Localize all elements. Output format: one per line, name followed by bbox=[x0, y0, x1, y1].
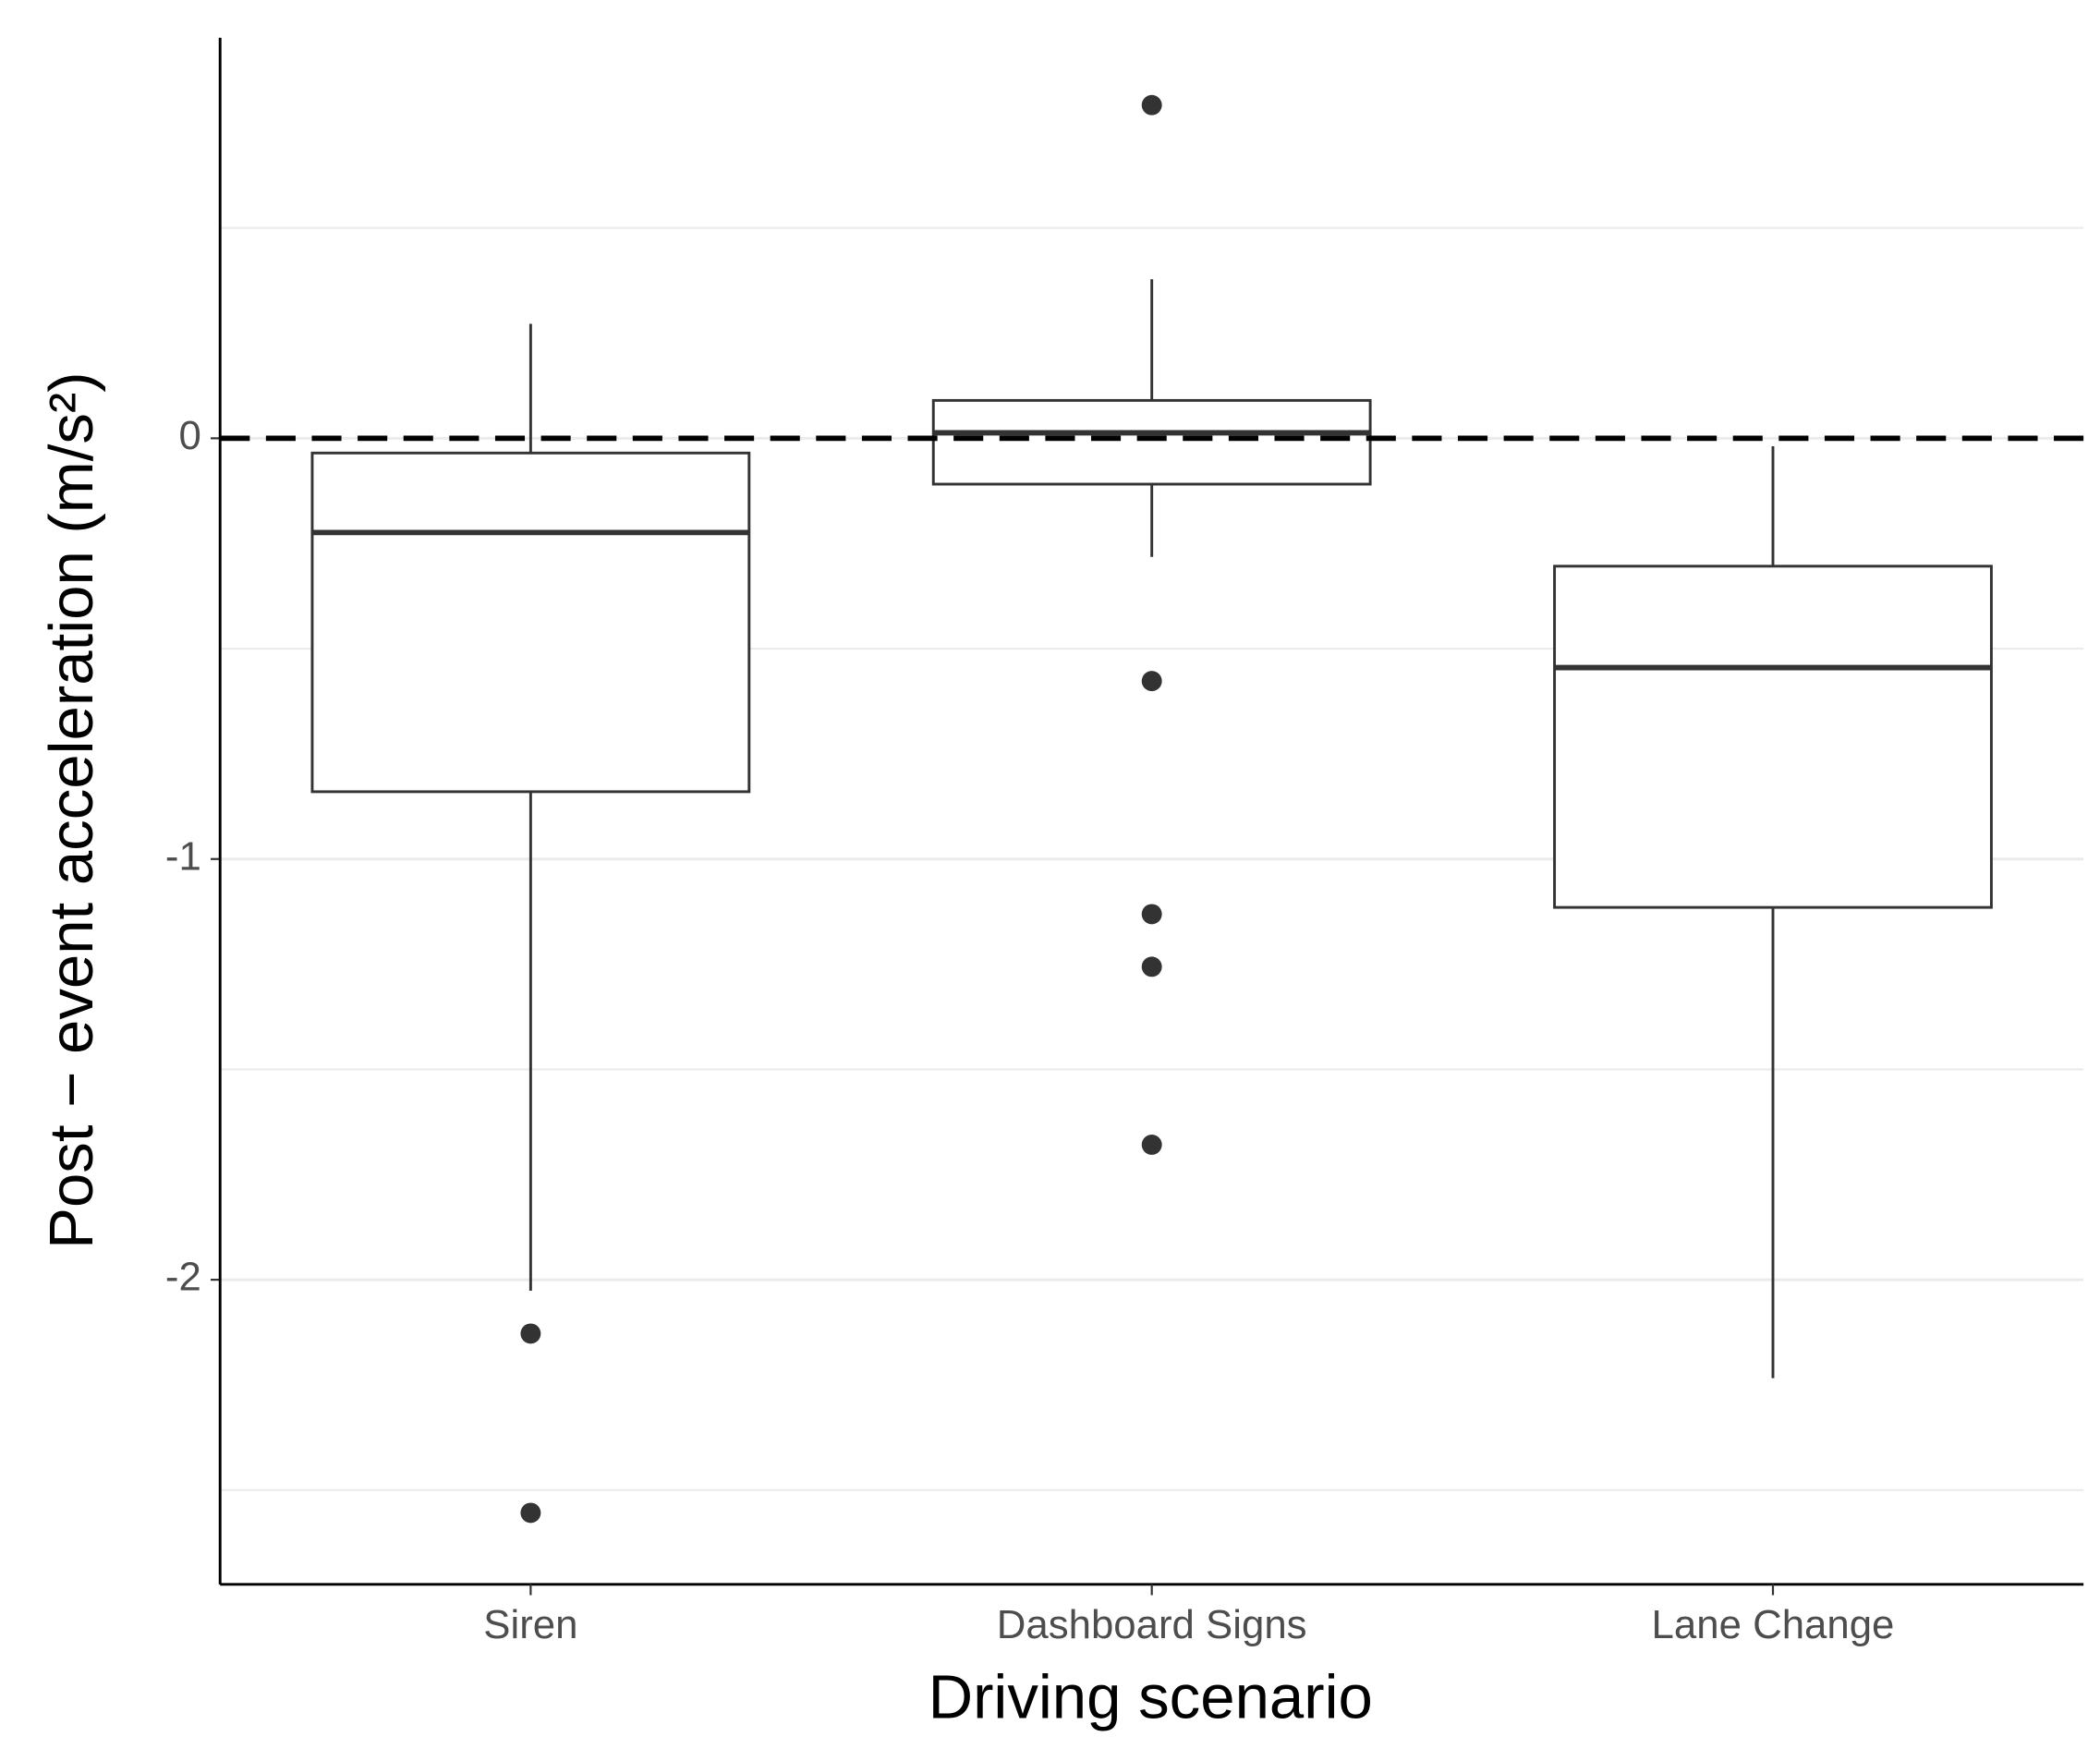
outlier bbox=[1141, 1135, 1162, 1155]
outlier bbox=[1141, 956, 1162, 978]
outlier bbox=[1141, 904, 1162, 925]
box bbox=[931, 398, 1372, 486]
y-tick-label: -2 bbox=[165, 1255, 201, 1300]
outlier bbox=[520, 1323, 541, 1344]
y-axis-title: Post − event acceleration (m/s²) bbox=[37, 371, 106, 1248]
y-tick-label: -1 bbox=[165, 833, 201, 879]
x-tick-label: Lane Change bbox=[1652, 1602, 1895, 1647]
box bbox=[310, 451, 751, 794]
box bbox=[1553, 565, 1993, 909]
outlier bbox=[1141, 671, 1162, 692]
y-tick-label: 0 bbox=[178, 413, 200, 458]
outlier bbox=[520, 1502, 541, 1524]
x-axis-title: Driving scenario bbox=[929, 1663, 1373, 1732]
x-tick-label: Siren bbox=[483, 1602, 577, 1647]
outlier bbox=[1141, 94, 1162, 115]
x-tick-label: Dashboard Signs bbox=[997, 1602, 1307, 1647]
